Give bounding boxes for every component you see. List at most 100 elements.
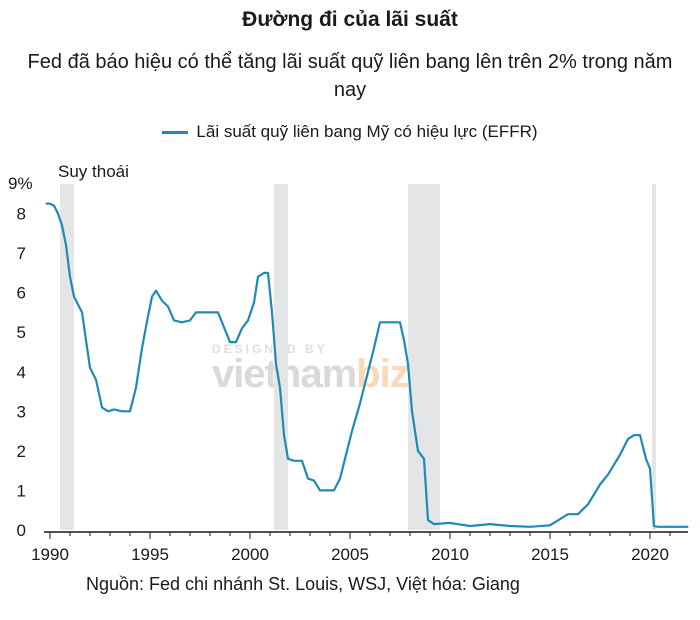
data-point <box>449 522 451 524</box>
data-point <box>687 526 689 528</box>
data-point <box>287 458 289 460</box>
data-point <box>351 430 353 432</box>
data-point <box>627 438 629 440</box>
data-point <box>65 244 67 246</box>
data-point <box>333 489 335 492</box>
recession-label: Suy thoái <box>58 162 129 181</box>
recession-band-4 <box>652 184 656 530</box>
data-point <box>167 305 169 308</box>
x-tick-label: 2005 <box>331 545 369 564</box>
data-point <box>633 434 635 436</box>
data-point <box>217 311 219 314</box>
data-point <box>645 458 647 460</box>
data-point <box>619 454 621 456</box>
recession-band-1 <box>60 184 74 530</box>
chart-title: Đường đi của lãi suất <box>242 8 458 31</box>
data-point <box>267 272 269 274</box>
data-point <box>129 410 131 412</box>
y-tick-label: 8 <box>17 205 26 224</box>
data-point <box>359 402 361 405</box>
data-point <box>469 525 471 527</box>
data-point <box>195 311 197 314</box>
y-tick-label: 0 <box>17 521 26 540</box>
data-point <box>45 203 47 205</box>
data-point <box>319 489 321 492</box>
data-point <box>113 408 115 410</box>
data-point <box>587 503 589 505</box>
data-point <box>81 311 83 314</box>
axes: 0 1 2 3 4 5 6 7 8 1990 1995 2000 2005 2010 2015 2020 <box>17 205 688 564</box>
data-point <box>489 523 491 525</box>
data-point <box>283 434 285 436</box>
data-point <box>49 203 51 205</box>
data-point <box>241 327 243 329</box>
data-point <box>173 319 175 321</box>
data-point <box>161 299 163 302</box>
y-axis-unit-label: 9% <box>8 174 33 193</box>
x-tick-label: 2020 <box>631 545 669 564</box>
data-point <box>189 319 191 321</box>
data-point <box>339 477 341 480</box>
data-point <box>147 315 149 317</box>
data-point <box>599 483 601 486</box>
data-point <box>73 296 75 298</box>
data-point <box>669 526 671 528</box>
data-point <box>181 321 183 323</box>
data-point <box>399 321 401 323</box>
data-point <box>201 311 203 314</box>
watermark-brand-b: biz <box>356 352 410 396</box>
data-point <box>577 513 579 515</box>
data-point <box>313 479 315 482</box>
data-point <box>77 303 79 306</box>
data-point <box>509 525 511 527</box>
data-point <box>247 319 249 321</box>
y-tick-label: 3 <box>17 402 26 421</box>
data-point <box>141 347 143 349</box>
data-point <box>151 296 153 298</box>
data-point <box>433 523 435 525</box>
data-point <box>229 341 231 343</box>
data-point <box>653 525 655 527</box>
data-point <box>279 387 281 389</box>
legend: Lãi suất quỹ liên bang Mỹ có hiệu lực (E… <box>0 122 700 142</box>
data-point <box>271 311 273 314</box>
x-tick-label: 1990 <box>31 545 69 564</box>
y-tick-label: 1 <box>17 481 26 500</box>
watermark-top-text: DESIGNED BY <box>212 342 328 356</box>
data-point <box>345 454 347 456</box>
data-point <box>89 367 91 369</box>
data-point <box>411 410 413 412</box>
data-point <box>403 339 405 341</box>
data-point <box>253 301 255 304</box>
y-tick-label: 6 <box>17 284 26 303</box>
data-point <box>681 526 683 528</box>
data-point <box>423 458 425 460</box>
y-tick-label: 7 <box>17 244 26 263</box>
data-point <box>121 410 123 412</box>
data-point <box>307 477 309 480</box>
data-point <box>367 371 369 373</box>
data-point <box>263 272 265 274</box>
data-point <box>373 347 375 349</box>
data-point <box>639 434 641 436</box>
x-tick-label: 1995 <box>131 545 169 564</box>
data-point <box>379 321 381 323</box>
data-point <box>293 460 295 462</box>
data-point <box>225 331 227 333</box>
data-point <box>301 460 303 462</box>
data-point <box>85 339 87 341</box>
data-point <box>95 379 97 381</box>
x-tick-label: 2015 <box>531 545 569 564</box>
series-line-effr <box>46 202 688 528</box>
data-point <box>69 276 71 278</box>
data-point <box>101 406 103 408</box>
data-point <box>593 493 595 495</box>
legend-label: Lãi suất quỹ liên bang Mỹ có hiệu lực (E… <box>196 122 538 141</box>
data-point <box>57 212 59 215</box>
x-tick-label: 2010 <box>431 545 469 564</box>
data-point <box>155 290 157 292</box>
data-point <box>135 387 137 389</box>
data-point <box>613 464 615 466</box>
data-point <box>529 526 531 528</box>
